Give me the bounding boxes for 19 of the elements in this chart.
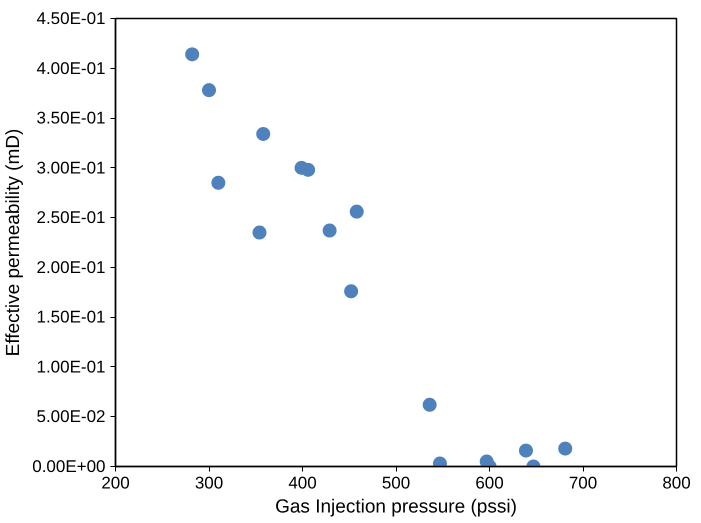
x-tick-label: 600 (475, 474, 504, 492)
y-tick-label: 0.00E+00 (32, 457, 106, 476)
x-tick-label: 400 (288, 474, 317, 492)
y-tick-label: 1.50E-01 (36, 308, 106, 327)
y-tick-label: 2.00E-01 (36, 258, 106, 277)
x-tick-label: 300 (194, 474, 224, 492)
y-axis-title: Effective permeability (mD) (3, 128, 24, 356)
y-tick-label: 2.50E-01 (36, 208, 106, 228)
y-tick-label: 4.50E-01 (36, 9, 106, 28)
y-tick-label: 3.50E-01 (36, 108, 106, 128)
x-axis-title: Gas Injection pressure (pssi) (275, 496, 517, 518)
x-tick-label: 200 (101, 474, 130, 492)
x-tick-label: 800 (662, 474, 691, 492)
y-tick-label: 3.00E-01 (36, 158, 106, 178)
y-tick-label: 1.00E-01 (36, 357, 106, 376)
y-tick-label: 5.00E-02 (36, 407, 106, 426)
y-tick-label: 4.00E-01 (36, 58, 106, 78)
x-tick-label: 500 (382, 474, 410, 492)
x-tick-label: 700 (568, 474, 598, 492)
